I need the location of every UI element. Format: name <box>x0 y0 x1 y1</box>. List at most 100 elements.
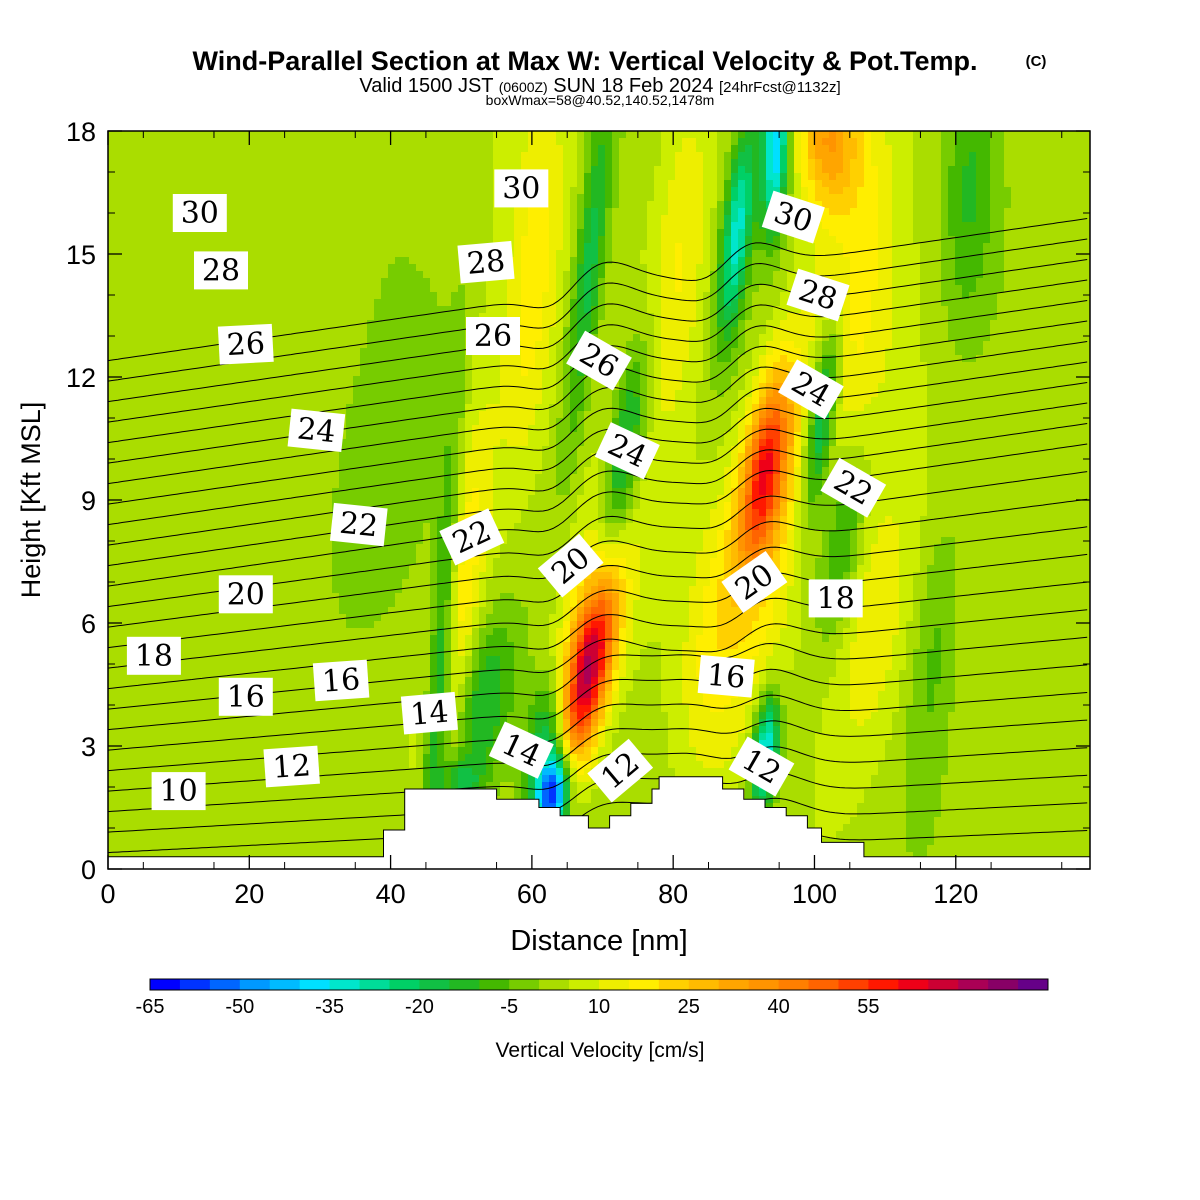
heatmap-cell <box>899 131 907 139</box>
heatmap-cell <box>465 180 473 188</box>
heatmap-cell <box>395 320 403 328</box>
heatmap-cell <box>668 313 676 321</box>
heatmap-cell <box>136 215 144 223</box>
heatmap-cell <box>227 131 235 139</box>
heatmap-cell <box>353 145 361 153</box>
heatmap-cell <box>290 215 298 223</box>
heatmap-cell <box>241 201 249 209</box>
heatmap-cell <box>969 152 977 160</box>
heatmap-cell <box>129 306 137 314</box>
heatmap-cell <box>717 138 725 146</box>
heatmap-cell <box>682 271 690 279</box>
heatmap-cell <box>857 201 865 209</box>
heatmap-cell <box>829 180 837 188</box>
heatmap-cell <box>724 229 732 237</box>
heatmap-cell <box>493 215 501 223</box>
heatmap-cell <box>283 348 291 356</box>
heatmap-cell <box>731 320 739 328</box>
heatmap-cell <box>528 236 536 244</box>
heatmap-cell <box>1032 271 1040 279</box>
heatmap-cell <box>1067 131 1075 139</box>
heatmap-cell <box>1053 152 1061 160</box>
heatmap-cell <box>192 334 200 342</box>
heatmap-cell <box>633 320 641 328</box>
heatmap-cell <box>892 348 900 356</box>
heatmap-cell <box>311 208 319 216</box>
heatmap-cell <box>122 159 130 167</box>
heatmap-cell <box>752 285 760 293</box>
heatmap-cell <box>976 362 984 370</box>
heatmap-cell <box>598 208 606 216</box>
heatmap-cell <box>1025 250 1033 258</box>
heatmap-cell <box>619 152 627 160</box>
heatmap-cell <box>1053 320 1061 328</box>
heatmap-cell <box>290 334 298 342</box>
heatmap-cell <box>346 222 354 230</box>
heatmap-cell <box>325 306 333 314</box>
heatmap-cell <box>542 257 550 265</box>
heatmap-cell <box>1053 369 1061 377</box>
heatmap-cell <box>325 152 333 160</box>
heatmap-cell <box>696 243 704 251</box>
heatmap-cell <box>983 327 991 335</box>
heatmap-cell <box>773 327 781 335</box>
heatmap-cell <box>906 341 914 349</box>
heatmap-cell <box>136 369 144 377</box>
heatmap-cell <box>402 376 410 384</box>
heatmap-cell <box>241 138 249 146</box>
heatmap-cell <box>843 306 851 314</box>
heatmap-cell <box>1025 271 1033 279</box>
heatmap-cell <box>997 341 1005 349</box>
heatmap-cell <box>283 215 291 223</box>
heatmap-cell <box>696 334 704 342</box>
heatmap-cell <box>115 334 123 342</box>
heatmap-cell <box>1032 320 1040 328</box>
heatmap-cell <box>157 369 165 377</box>
heatmap-cell <box>843 362 851 370</box>
heatmap-cell <box>1053 173 1061 181</box>
heatmap-cell <box>773 236 781 244</box>
heatmap-cell <box>325 362 333 370</box>
heatmap-cell <box>591 201 599 209</box>
heatmap-cell <box>787 187 795 195</box>
heatmap-cell <box>129 152 137 160</box>
heatmap-cell <box>598 243 606 251</box>
heatmap-cell <box>255 250 263 258</box>
heatmap-cell <box>353 152 361 160</box>
heatmap-cell <box>1067 355 1075 363</box>
heatmap-cell <box>262 257 270 265</box>
heatmap-cell <box>248 313 256 321</box>
heatmap-cell <box>878 264 886 272</box>
heatmap-cell <box>948 264 956 272</box>
heatmap-cell <box>836 208 844 216</box>
heatmap-cell <box>696 229 704 237</box>
heatmap-cell <box>1011 362 1019 370</box>
heatmap-cell <box>976 285 984 293</box>
heatmap-cell <box>766 138 774 146</box>
heatmap-cell <box>661 222 669 230</box>
heatmap-cell <box>745 187 753 195</box>
heatmap-cell <box>423 285 431 293</box>
heatmap-cell <box>605 159 613 167</box>
heatmap-cell <box>1046 250 1054 258</box>
heatmap-cell <box>304 362 312 370</box>
heatmap-cell <box>577 180 585 188</box>
heatmap-cell <box>318 208 326 216</box>
heatmap-cell <box>962 327 970 335</box>
heatmap-cell <box>388 334 396 342</box>
heatmap-cell <box>388 271 396 279</box>
heatmap-cell <box>815 180 823 188</box>
heatmap-cell <box>248 222 256 230</box>
heatmap-cell <box>129 131 137 139</box>
heatmap-cell <box>332 369 340 377</box>
heatmap-cell <box>479 229 487 237</box>
heatmap-cell <box>927 222 935 230</box>
heatmap-cell <box>633 201 641 209</box>
heatmap-cell <box>1067 152 1075 160</box>
heatmap-cell <box>150 257 158 265</box>
heatmap-cell <box>360 194 368 202</box>
heatmap-cell <box>997 180 1005 188</box>
heatmap-cell <box>997 292 1005 300</box>
heatmap-cell <box>465 222 473 230</box>
heatmap-cell <box>808 243 816 251</box>
